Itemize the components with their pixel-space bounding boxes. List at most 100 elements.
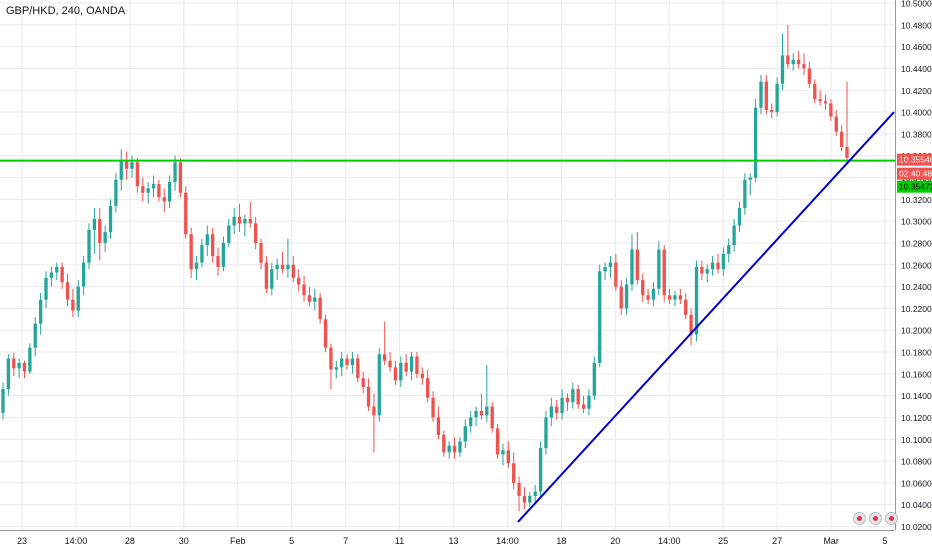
price-axis-label: 10.32000: [901, 195, 932, 205]
candle-down: [253, 223, 258, 243]
candle-up: [560, 397, 564, 414]
candle-up: [270, 269, 274, 289]
candle-up: [44, 277, 48, 300]
price-axis-label: 10.26000: [901, 260, 932, 270]
candle-down: [318, 297, 322, 320]
price-tag: [897, 167, 932, 180]
candle-up: [399, 362, 403, 381]
candle-down: [581, 404, 586, 409]
price-axis-label: 10.42000: [901, 86, 932, 96]
candle-down: [329, 347, 333, 370]
candle-down: [555, 406, 559, 414]
candle-down: [834, 116, 838, 132]
price-axis-label: 10.10000: [901, 435, 932, 445]
candle-down: [646, 295, 650, 300]
candle-down: [442, 434, 446, 453]
price-axis-label: 10.24000: [901, 282, 932, 292]
candle-down: [383, 354, 387, 361]
candle-down: [512, 463, 516, 483]
candle-up: [1, 389, 5, 414]
candle-down: [770, 109, 774, 113]
candle-up: [38, 299, 43, 324]
candle-down: [157, 184, 161, 198]
candle-up: [49, 272, 54, 278]
candle-down: [641, 280, 645, 296]
candle-down: [786, 55, 790, 65]
candle-up: [587, 395, 591, 409]
candle-down: [452, 445, 457, 453]
candle-down: [667, 295, 672, 300]
price-axis-label: 10.14000: [901, 391, 932, 401]
drawing-layer: [0, 111, 895, 523]
time-axis-label: 14:00: [496, 536, 519, 546]
candle-up: [603, 266, 607, 272]
candle-down: [517, 482, 521, 496]
candle-down: [393, 367, 398, 381]
candle-up: [409, 356, 414, 372]
candle-down: [323, 319, 328, 348]
candle-up: [549, 406, 553, 418]
time-axis-label: 23: [17, 536, 27, 546]
candle-up: [243, 218, 247, 224]
candle-up: [146, 188, 150, 193]
candle-down: [210, 234, 215, 257]
time-axis-label: 7: [343, 536, 348, 546]
candle-down: [823, 101, 828, 104]
candle-down: [178, 162, 183, 193]
price-axis-label: 10.04000: [901, 500, 932, 510]
candle-down: [662, 249, 666, 296]
candle-down: [356, 358, 360, 379]
time-axis-label: 14:00: [658, 536, 681, 546]
candle-down: [689, 314, 693, 335]
time-axis-label: 20: [610, 536, 620, 546]
candle-up: [571, 389, 575, 403]
candle-down: [248, 218, 252, 224]
time-axis-label: 27: [772, 536, 782, 546]
candle-up: [17, 362, 21, 369]
price-tag-label: 02:40:48: [899, 169, 932, 179]
candle-up: [108, 205, 113, 233]
event-icon[interactable]: [853, 512, 866, 525]
candle-down: [415, 356, 419, 374]
candle-up: [485, 406, 489, 416]
badge-icons: [853, 512, 898, 525]
price-tag-layer: 10.35546 02:40:48 10.35472: [897, 153, 932, 193]
candle-up: [167, 181, 172, 202]
candle-down: [280, 264, 285, 270]
candle-down: [71, 299, 75, 311]
price-axis-label: 10.30000: [901, 217, 932, 227]
candle-up: [598, 271, 602, 363]
candle-down: [839, 131, 844, 148]
candle-up: [592, 362, 597, 396]
candle-up: [103, 232, 107, 243]
candle-down: [388, 360, 392, 368]
candle-up: [469, 417, 473, 427]
candle-up: [624, 284, 629, 309]
time-axis-label: 14:00: [65, 536, 88, 546]
price-axis-label: 10.46000: [901, 42, 932, 52]
candle-up: [87, 229, 91, 263]
candle-down: [184, 192, 188, 235]
candle-up: [130, 162, 134, 169]
candle-down: [506, 450, 510, 464]
time-axis-label: Feb: [230, 536, 246, 546]
candle-up: [350, 358, 355, 366]
event-icon[interactable]: [885, 512, 898, 525]
event-icon[interactable]: [869, 512, 882, 525]
candle-down: [302, 284, 306, 296]
candle-down: [576, 389, 580, 405]
candle-up: [55, 266, 59, 273]
candle-down: [700, 266, 704, 274]
price-axis-label: 10.02000: [901, 522, 932, 532]
price-tag-label: 10.35472: [899, 182, 932, 192]
candle-down: [436, 417, 441, 435]
candle-up: [114, 179, 118, 206]
candle-down: [98, 218, 102, 243]
candle-down: [802, 64, 806, 69]
price-axis-label: 10.48000: [901, 20, 932, 30]
candle-down: [845, 147, 849, 158]
candle-up: [463, 426, 467, 442]
candle-up: [705, 269, 709, 274]
